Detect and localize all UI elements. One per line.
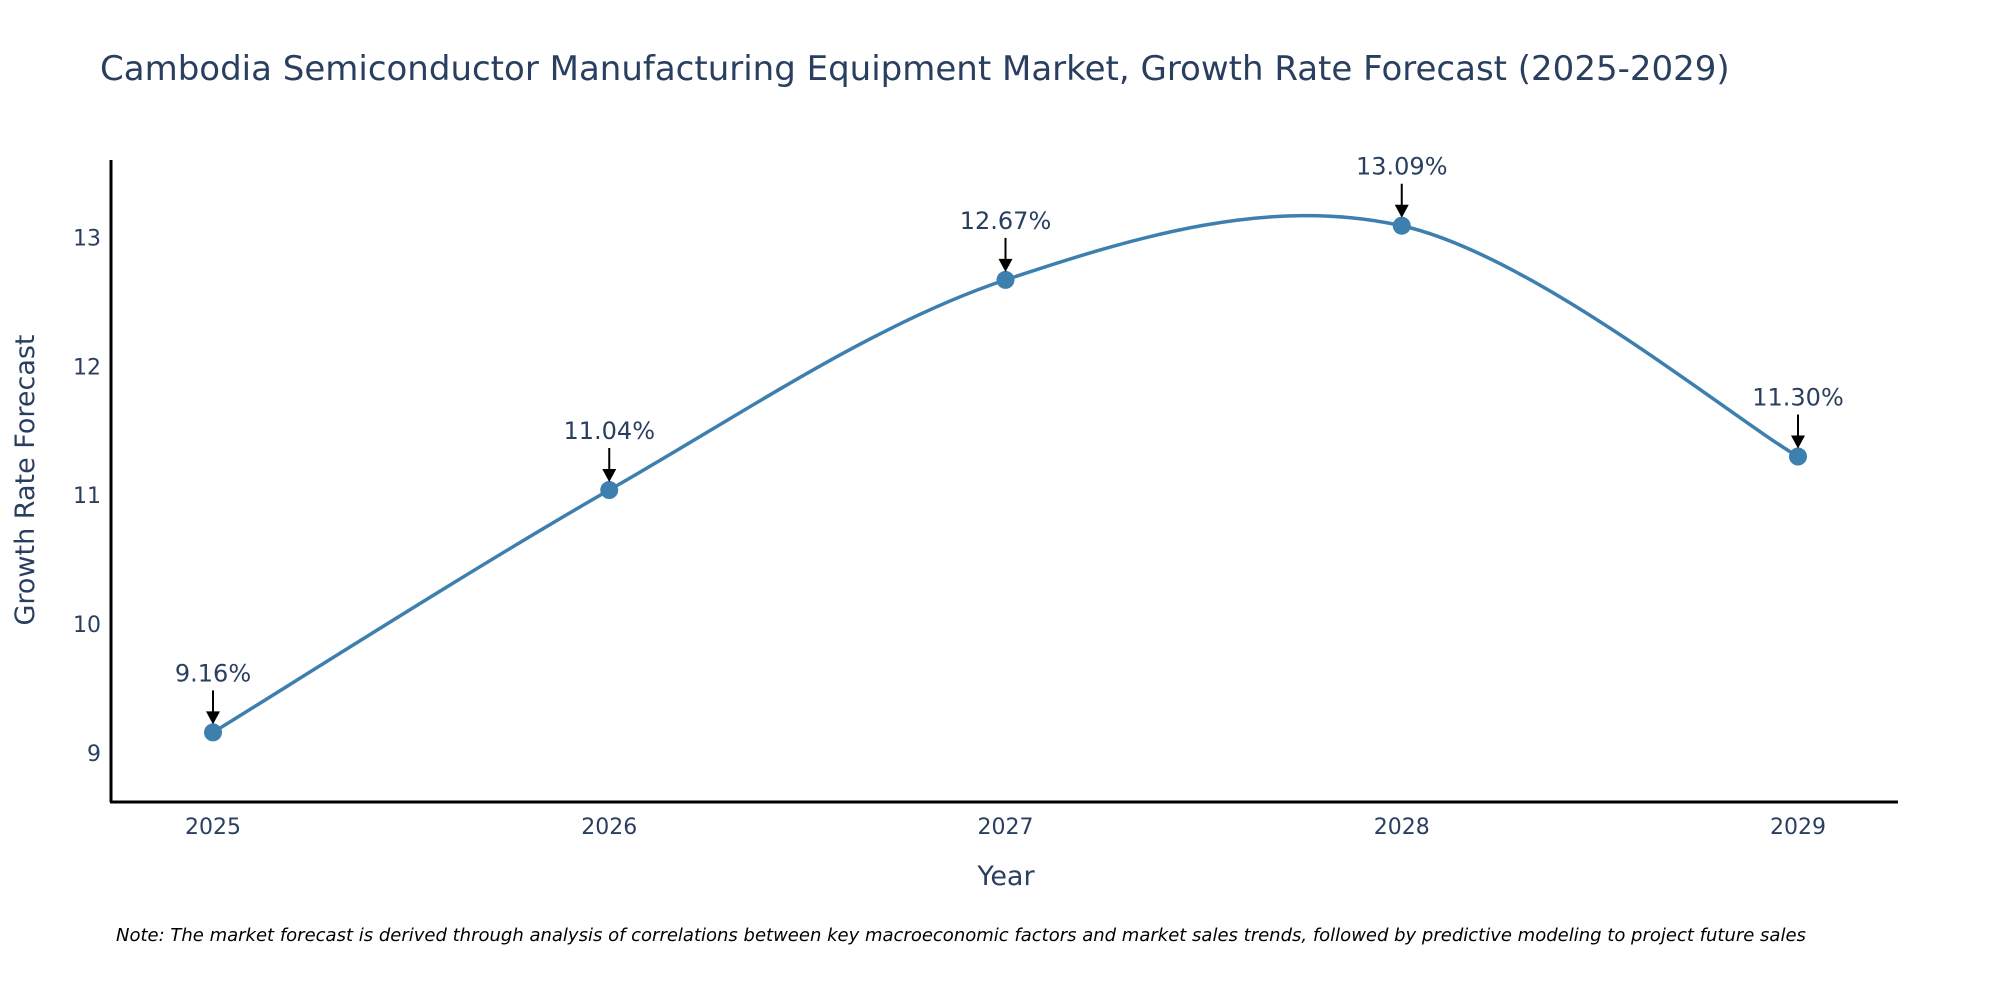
- x-tick-label: 2027: [978, 815, 1034, 840]
- data-point-marker: [600, 481, 619, 500]
- annotation-arrow-head: [998, 258, 1013, 272]
- data-label-annotation: 11.04%: [563, 417, 655, 483]
- x-tick-label: 2026: [581, 815, 637, 840]
- y-tick-label: 11: [73, 484, 101, 509]
- data-point-marker: [1789, 447, 1807, 466]
- y-tick-label: 12: [73, 355, 101, 380]
- data-label-annotation: 13.09%: [1356, 153, 1448, 218]
- data-label-text: 13.09%: [1356, 153, 1448, 181]
- x-tick-label: 2028: [1374, 815, 1430, 840]
- series-line: [212, 213, 1799, 734]
- x-tick-label: 2025: [185, 815, 241, 840]
- data-markers: [204, 216, 1807, 742]
- annotation-arrow-head: [602, 469, 617, 483]
- data-point-marker: [1392, 216, 1411, 235]
- data-point-marker: [204, 723, 222, 742]
- data-labels: 9.16% 11.04% 12.67% 13.09% 11.30%: [175, 153, 1844, 725]
- data-point-marker: [996, 270, 1015, 289]
- data-label-text: 11.30%: [1752, 384, 1844, 412]
- data-label-annotation: 12.67%: [960, 207, 1052, 272]
- y-tick-labels: 9 10 11 12 13: [73, 226, 101, 767]
- data-label-text: 12.67%: [960, 207, 1052, 235]
- annotation-arrow-head: [1394, 204, 1409, 218]
- y-tick-label: 13: [73, 226, 101, 251]
- x-tick-labels: 2025 2026 2027 2028 2029: [185, 815, 1826, 840]
- y-tick-label: 9: [87, 742, 101, 767]
- x-tick-label: 2029: [1770, 815, 1826, 840]
- data-label-text: 11.04%: [563, 417, 655, 445]
- y-axis-title: Growth Rate Forecast: [10, 334, 41, 625]
- x-axis-title: Year: [976, 861, 1035, 892]
- y-tick-label: 10: [73, 613, 101, 638]
- annotation-arrow-head: [206, 711, 220, 725]
- data-label-annotation: 9.16%: [175, 659, 251, 725]
- annotation-arrow-head: [1791, 435, 1805, 449]
- footnote: Note: The market forecast is derived thr…: [116, 925, 1806, 946]
- data-label-text: 9.16%: [175, 659, 251, 687]
- data-label-annotation: 11.30%: [1752, 384, 1844, 449]
- plot-area: 9 10 11 12 13 2025 2026 2027 2028 2029 9.16% 11.0…: [73, 153, 1898, 840]
- chart-title: Cambodia Semiconductor Manufacturing Equ…: [100, 49, 1730, 89]
